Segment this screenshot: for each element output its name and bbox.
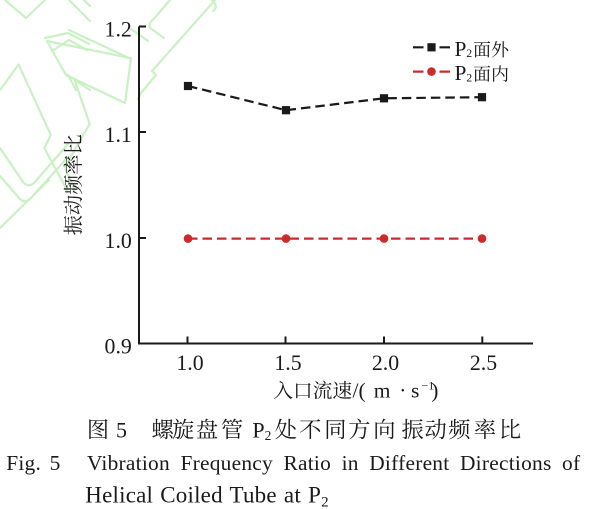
svg-text:2.5: 2.5 xyxy=(470,351,497,375)
svg-text:5: 5 xyxy=(50,451,61,475)
svg-text:5: 5 xyxy=(116,417,127,442)
svg-text:·: · xyxy=(399,379,406,403)
svg-text:1.5: 1.5 xyxy=(274,351,301,375)
svg-text:s: s xyxy=(411,379,419,403)
svg-text:Vibration Frequency Ratio in D: Vibration Frequency Ratio in Different D… xyxy=(87,451,581,475)
svg-text:0.9: 0.9 xyxy=(105,335,132,359)
svg-text:/(: /( xyxy=(353,379,366,403)
svg-text:1.0: 1.0 xyxy=(105,229,132,253)
svg-text:Helical Coiled Tube at P2: Helical Coiled Tube at P2 xyxy=(85,483,328,509)
svg-text:P2: P2 xyxy=(455,37,473,61)
svg-text:1.0: 1.0 xyxy=(176,351,203,375)
svg-text:−1: −1 xyxy=(422,379,435,393)
svg-text:1.1: 1.1 xyxy=(105,123,132,147)
svg-text:Fig.: Fig. xyxy=(6,451,41,475)
svg-text:P2: P2 xyxy=(252,417,271,443)
svg-text:m: m xyxy=(374,379,391,403)
svg-text:1.2: 1.2 xyxy=(105,18,132,42)
svg-text:): ) xyxy=(431,379,438,403)
svg-text:P2: P2 xyxy=(455,61,473,85)
svg-text:2.0: 2.0 xyxy=(372,351,399,375)
